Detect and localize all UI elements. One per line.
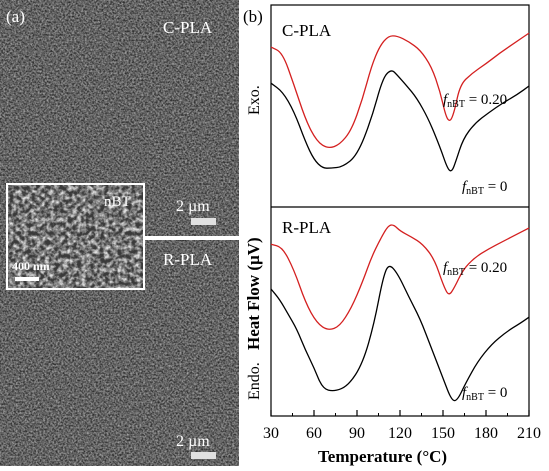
x-tick-label: 150 (431, 425, 455, 442)
x-tick-label: 180 (474, 425, 498, 442)
endo-label: Endo. (246, 362, 263, 400)
scale-bar-top (191, 218, 216, 225)
sem-texture: nBT 400 nm (a) C-PLA R-PLA 2 µm 2 µm (0, 0, 239, 466)
series-labels: fnBT = 0.20 fnBT = 0 fnBT = 0.20 fnBT = 0 (443, 92, 507, 403)
x-tick-label: 90 (349, 425, 365, 442)
series-line-c-pla-nbt-0 (270, 70, 530, 172)
r-pla-label: R-PLA (163, 250, 213, 269)
dsc-chart: 30 60 90 120 150 180 210 (b) C-PLA R-PLA Tempe… (243, 4, 541, 466)
series-label: fnBT = 0 (462, 385, 507, 403)
scale-bar-bottom (191, 452, 216, 459)
chart-labels: (b) C-PLA R-PLA Temperature (°C) Heat Fl… (243, 7, 447, 466)
inset-label: nBT (104, 194, 131, 210)
scale-label-bottom: 2 µm (176, 433, 210, 450)
inset-scale-bar (15, 277, 39, 281)
exo-label: Exo. (246, 85, 263, 115)
series-line-r-pla-nbt-0 (270, 265, 530, 402)
series-line-r-pla-nbt-020 (270, 224, 530, 330)
panel-a-label: (a) (6, 7, 25, 26)
series-line-c-pla-nbt-020 (270, 32, 530, 149)
subplot-title-c-pla: C-PLA (282, 21, 332, 40)
inset-scale-label: 400 nm (12, 259, 50, 273)
chart-frame (270, 4, 530, 417)
subplot-title-r-pla: R-PLA (282, 218, 332, 237)
series-label: fnBT = 0 (462, 179, 507, 197)
sem-image-panel: nBT 400 nm (a) C-PLA R-PLA 2 µm 2 µm (0, 0, 239, 466)
scale-label-top: 2 µm (176, 198, 210, 215)
panel-b-label: (b) (243, 7, 263, 26)
x-axis-label: Temperature (°C) (318, 447, 447, 466)
plot-border (270, 4, 530, 417)
series-label: fnBT = 0.20 (443, 92, 507, 110)
divider-line (143, 236, 239, 240)
nbt-inset: nBT 400 nm (6, 183, 145, 290)
chart-curves (270, 32, 530, 402)
series-label: fnBT = 0.20 (443, 260, 507, 278)
x-tick-label: 210 (517, 425, 541, 442)
y-axis-label: Heat Flow (µV) (244, 237, 263, 350)
c-pla-label: C-PLA (163, 18, 213, 37)
x-tick-label: 30 (263, 425, 279, 442)
x-axis-ticks: 30 60 90 120 150 180 210 (263, 410, 541, 442)
dsc-chart-panel: 30 60 90 120 150 180 210 (b) C-PLA R-PLA Tempe… (239, 0, 549, 466)
x-tick-label: 120 (388, 425, 412, 442)
x-tick-label: 60 (306, 425, 322, 442)
